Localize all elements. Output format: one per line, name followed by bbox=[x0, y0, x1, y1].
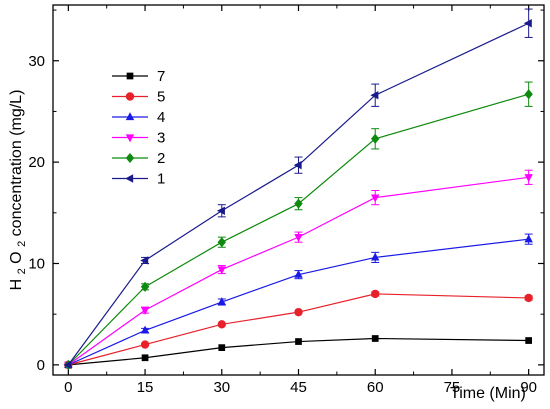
x-tick-label: 45 bbox=[290, 379, 307, 396]
x-tick-label: 0 bbox=[64, 379, 72, 396]
legend-marker bbox=[125, 134, 135, 143]
data-point bbox=[294, 198, 303, 209]
data-point bbox=[140, 306, 150, 315]
legend-item-5: 5 bbox=[112, 89, 165, 106]
series-2 bbox=[64, 81, 533, 370]
legend-marker bbox=[125, 112, 135, 121]
data-point bbox=[523, 19, 532, 28]
data-point bbox=[216, 206, 225, 215]
y-axis-title-h: H bbox=[8, 279, 25, 291]
y-axis-title-sub1: 2 bbox=[16, 268, 28, 274]
plot-border bbox=[52, 4, 545, 376]
data-point bbox=[371, 194, 380, 203]
data-point bbox=[294, 307, 303, 317]
series-7 bbox=[64, 335, 533, 369]
x-tick-label: 30 bbox=[213, 379, 230, 396]
y-axis-title-sub2: 2 bbox=[16, 241, 28, 247]
y-tick-label: 30 bbox=[28, 53, 45, 70]
plot-frame bbox=[52, 4, 545, 376]
legend-label: 5 bbox=[157, 89, 165, 106]
data-point bbox=[217, 237, 226, 248]
series-line bbox=[67, 93, 529, 366]
series-layer bbox=[63, 8, 533, 370]
x-tick-label: 60 bbox=[367, 379, 384, 396]
data-point bbox=[371, 252, 380, 261]
data-point bbox=[294, 233, 303, 242]
y-axis: 0 10 20 30 bbox=[28, 9, 544, 374]
data-point bbox=[140, 256, 149, 265]
series-1 bbox=[63, 8, 533, 370]
data-point bbox=[295, 338, 302, 345]
series-line bbox=[68, 293, 529, 366]
y-axis-title: H 2 O 2 concentration (mg/L) bbox=[8, 90, 29, 291]
legend-label: 4 bbox=[157, 109, 165, 126]
data-point bbox=[217, 320, 226, 329]
data-point bbox=[294, 269, 303, 278]
legend-label: 7 bbox=[157, 68, 165, 85]
x-tick-label: 90 bbox=[520, 379, 537, 396]
legend-marker bbox=[125, 152, 135, 164]
legend-item-1: 1 bbox=[112, 171, 165, 188]
data-point bbox=[371, 289, 380, 299]
data-point bbox=[371, 335, 379, 342]
x-tick-label: 15 bbox=[137, 379, 154, 396]
data-point bbox=[293, 160, 302, 170]
series-line bbox=[67, 22, 529, 366]
series-5 bbox=[64, 289, 533, 370]
y-tick-label: 20 bbox=[28, 154, 45, 171]
legend-label: 1 bbox=[157, 171, 165, 188]
data-point bbox=[371, 133, 380, 144]
data-point bbox=[63, 360, 72, 370]
data-point bbox=[524, 89, 533, 100]
x-tick-label: 75 bbox=[444, 379, 461, 396]
legend: 7 5 4 3 2 1 bbox=[112, 68, 165, 188]
x-axis: 0 15 30 45 60 75 90 bbox=[64, 5, 537, 396]
data-point bbox=[524, 174, 533, 183]
legend-item-2: 2 bbox=[112, 150, 165, 167]
legend-item-3: 3 bbox=[112, 130, 165, 147]
series-3 bbox=[64, 169, 533, 370]
data-point bbox=[140, 281, 150, 292]
legend-marker bbox=[125, 92, 135, 101]
y-axis-title-o: O bbox=[8, 251, 25, 263]
legend-item-7: 7 bbox=[112, 68, 165, 85]
y-axis-title-rest: concentration (mg/L) bbox=[8, 90, 25, 237]
data-point bbox=[524, 234, 533, 243]
y-tick-label: 0 bbox=[37, 357, 45, 374]
data-point bbox=[140, 325, 150, 334]
legend-marker bbox=[126, 72, 134, 80]
data-point bbox=[217, 297, 226, 306]
legend-marker bbox=[125, 174, 134, 183]
legend-item-4: 4 bbox=[112, 109, 165, 126]
data-point bbox=[525, 337, 533, 344]
data-point bbox=[218, 344, 226, 351]
data-point bbox=[141, 354, 149, 362]
data-point bbox=[524, 293, 533, 303]
data-point bbox=[217, 266, 226, 275]
x-axis-title: Time (Min) bbox=[450, 385, 526, 402]
data-point bbox=[140, 340, 150, 349]
series-line bbox=[67, 176, 529, 366]
legend-label: 3 bbox=[157, 130, 165, 147]
series-line bbox=[68, 238, 529, 366]
series-line bbox=[68, 337, 529, 366]
data-point bbox=[370, 91, 379, 100]
y-tick-label: 10 bbox=[28, 255, 45, 272]
legend-label: 2 bbox=[157, 150, 165, 167]
